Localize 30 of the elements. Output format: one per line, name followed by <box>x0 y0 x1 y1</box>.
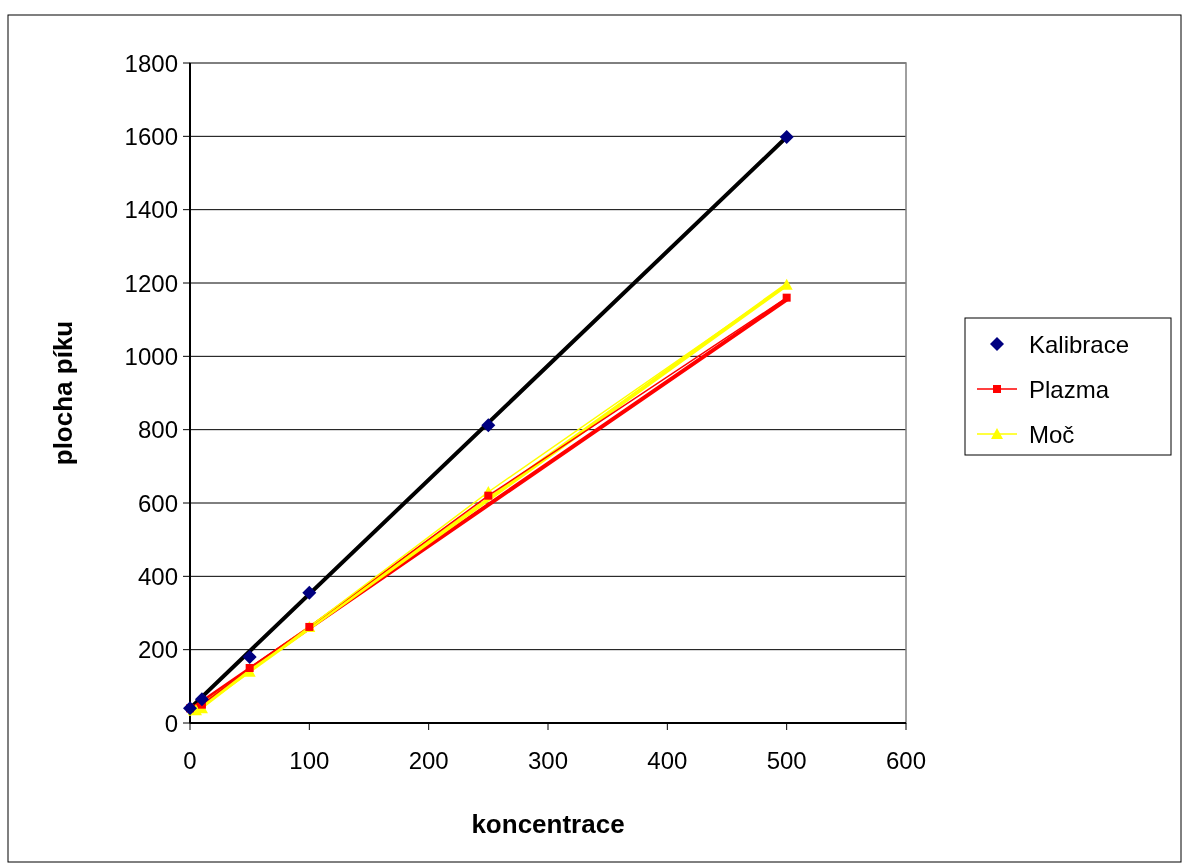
y-tick-label: 600 <box>137 489 178 517</box>
point <box>242 650 257 664</box>
y-axis-title: plocha píku <box>48 320 78 466</box>
x-tick-label: 300 <box>527 747 569 774</box>
y-tick-label: 1000 <box>124 342 178 370</box>
x-tick-label: 100 <box>289 747 330 774</box>
legend-label: Kalibrace <box>1029 330 1130 358</box>
point <box>194 692 209 707</box>
y-tick-label: 400 <box>137 562 178 590</box>
y-tick-label: 1600 <box>124 122 178 150</box>
y-tick-label: 800 <box>137 416 178 444</box>
y-tick-label: 200 <box>137 636 178 664</box>
x-tick-label: 0 <box>183 747 197 774</box>
x-tick-label: 600 <box>885 747 927 774</box>
point <box>481 418 496 433</box>
y-tick-label: 1800 <box>124 49 178 77</box>
x-tick-label: 500 <box>766 747 807 774</box>
point <box>779 130 794 145</box>
y-tick-label: 0 <box>164 709 178 737</box>
y-tick-label: 1200 <box>124 269 178 297</box>
x-tick-label: 200 <box>408 747 449 774</box>
legend-label: Plazma <box>1029 375 1110 403</box>
x-axis-title: koncentrace <box>471 809 625 839</box>
point <box>302 585 317 600</box>
point <box>245 664 254 672</box>
point <box>484 491 493 500</box>
x-tick-label: 400 <box>647 747 688 774</box>
y-tick-label: 1400 <box>124 196 178 224</box>
legend-label: Moč <box>1029 420 1075 448</box>
point <box>782 293 791 302</box>
